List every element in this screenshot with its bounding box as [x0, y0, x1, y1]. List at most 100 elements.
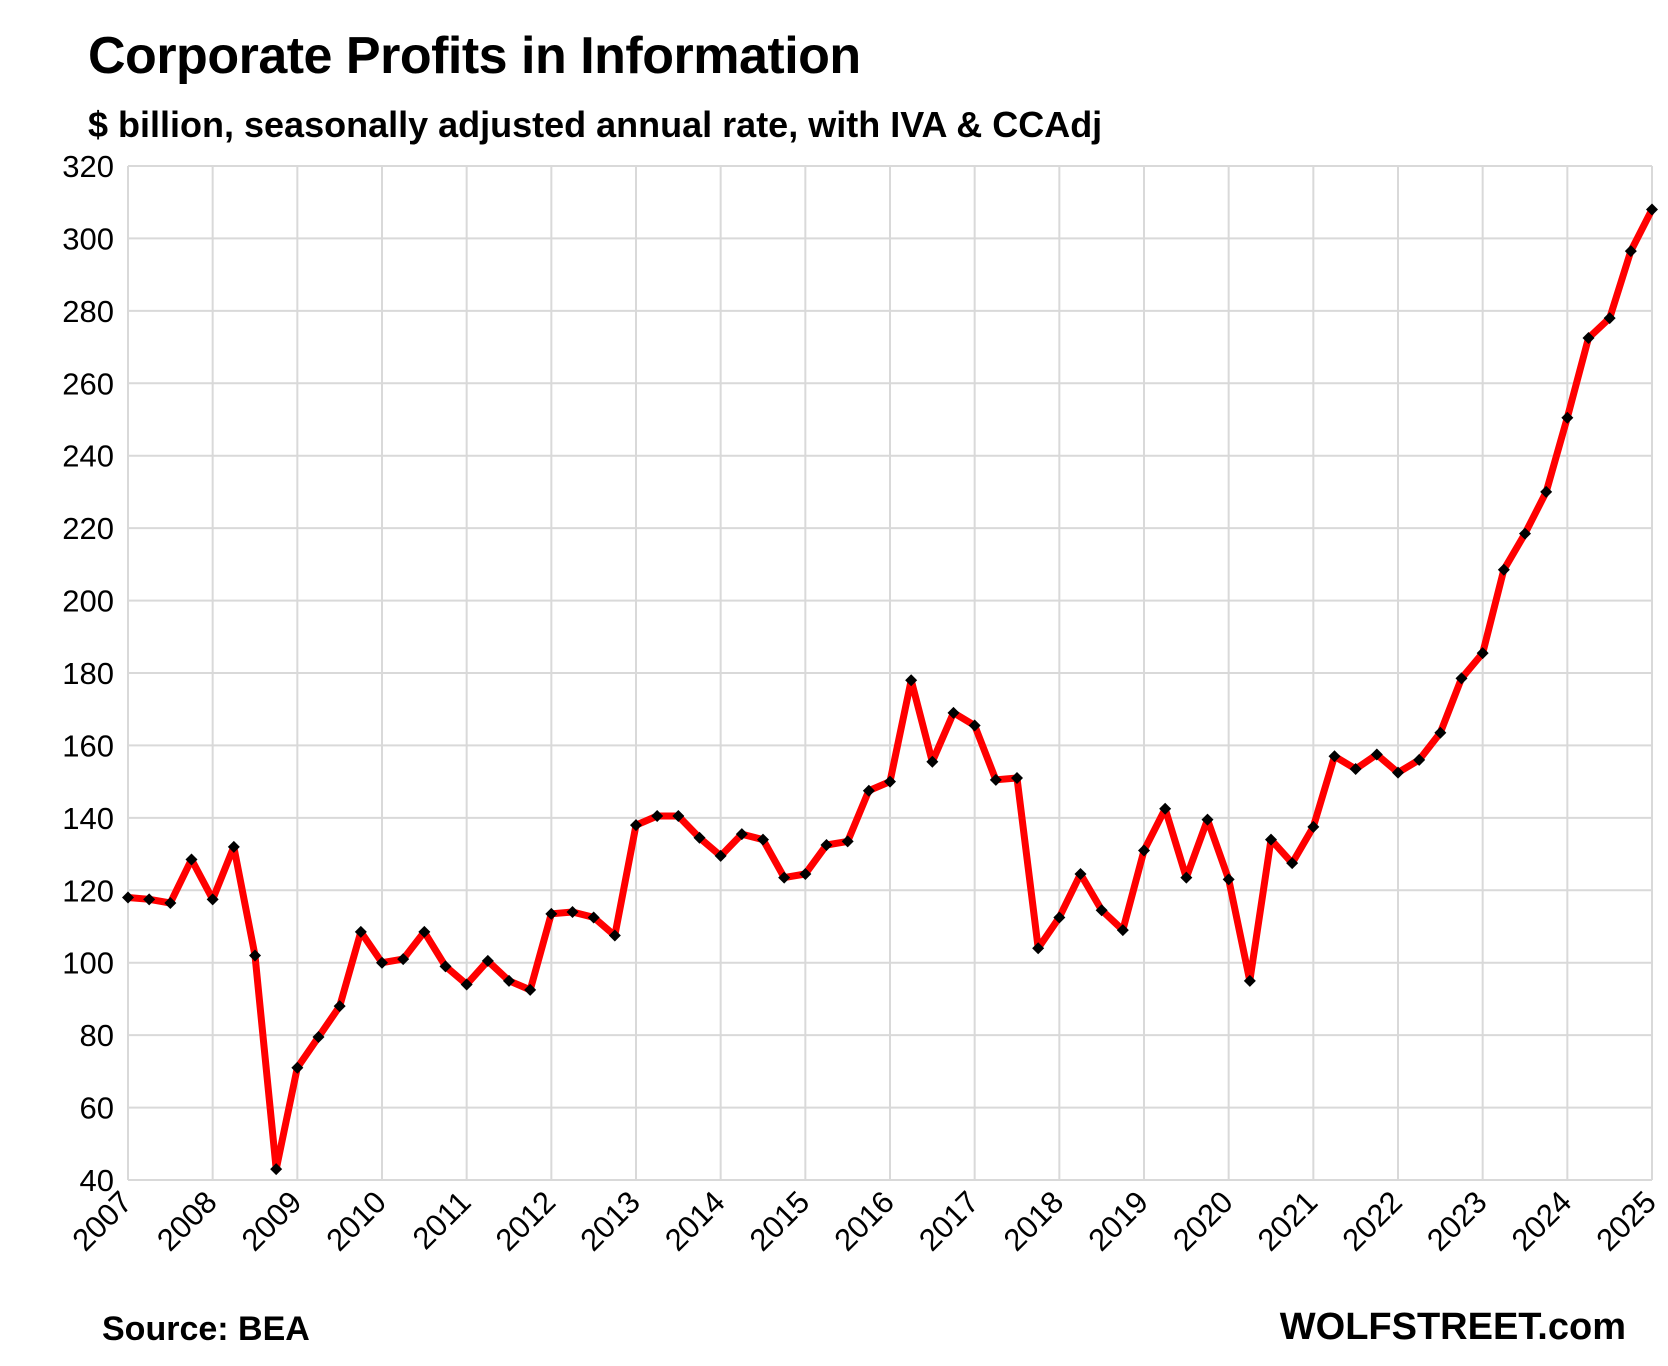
data-point [651, 810, 664, 823]
x-tick-label: 2007 [65, 1184, 139, 1258]
data-point [1011, 772, 1023, 785]
data-point [587, 911, 600, 924]
data-point [206, 893, 219, 906]
data-point [989, 773, 1002, 786]
y-tick-label: 200 [62, 584, 114, 619]
data-point [1392, 766, 1404, 779]
data-point [1413, 753, 1426, 766]
data-point [227, 840, 240, 853]
data-point [905, 674, 918, 687]
data-point [1328, 750, 1341, 763]
x-tick-label: 2017 [912, 1184, 986, 1258]
data-point [354, 925, 367, 938]
x-tick-label: 2019 [1081, 1184, 1155, 1258]
data-point [164, 896, 177, 909]
data-point [566, 906, 579, 919]
data-point [968, 719, 981, 732]
data-point [481, 954, 494, 967]
data-point [1624, 245, 1637, 258]
data-point [1243, 974, 1256, 987]
data-point [862, 784, 875, 797]
y-axis-ticks: 40 60 80 100 120 140 160 180 200 220 240 260 280 300 3… [62, 149, 114, 1198]
chart-title: Corporate Profits in Information [88, 27, 861, 85]
data-point [503, 974, 515, 987]
data-point [1053, 911, 1066, 924]
data-point [1646, 203, 1658, 216]
data-point [1074, 867, 1087, 880]
data-point [693, 831, 706, 844]
y-tick-label: 80 [80, 1018, 114, 1053]
data-point [439, 960, 452, 973]
data-point [1370, 748, 1383, 761]
data-point [1116, 924, 1129, 937]
data-point [1201, 813, 1214, 826]
data-point [143, 893, 156, 906]
data-point [1032, 942, 1045, 955]
data-point [672, 810, 685, 823]
data-point [1265, 833, 1277, 846]
x-tick-label: 2012 [489, 1184, 563, 1258]
data-point [1497, 563, 1510, 576]
grid-lines [127, 165, 1653, 1181]
data-point [1519, 527, 1531, 540]
y-tick-label: 300 [62, 221, 114, 256]
x-tick-label: 2015 [743, 1184, 817, 1258]
chart-subtitle: $ billion, seasonally adjusted annual ra… [88, 104, 1103, 145]
data-point [460, 978, 473, 991]
x-tick-label: 2011 [406, 1184, 478, 1256]
data-point [1138, 844, 1150, 857]
data-point [1540, 485, 1553, 498]
data-point [608, 929, 621, 942]
data-point [312, 1030, 325, 1043]
y-tick-label: 220 [62, 511, 114, 546]
data-point [397, 953, 410, 966]
data-point [1222, 873, 1235, 886]
x-tick-label: 2020 [1166, 1184, 1240, 1258]
data-point [249, 949, 261, 962]
data-point [778, 871, 791, 884]
data-point [926, 755, 939, 768]
data-point [630, 819, 642, 832]
data-point [122, 891, 134, 904]
y-tick-label: 100 [62, 946, 114, 981]
y-tick-label: 60 [80, 1091, 114, 1126]
x-tick-label: 2024 [1505, 1184, 1579, 1258]
x-tick-label: 2016 [827, 1184, 901, 1258]
data-point [418, 925, 431, 938]
data-point [820, 839, 833, 852]
y-tick-label: 180 [62, 656, 114, 691]
x-tick-label: 2022 [1335, 1184, 1409, 1258]
data-point [947, 706, 960, 719]
data-point [333, 1000, 346, 1013]
y-tick-label: 160 [62, 728, 114, 763]
data-point [1307, 820, 1320, 833]
data-point [735, 828, 748, 841]
series-markers [122, 203, 1658, 1176]
data-point [1180, 871, 1193, 884]
x-tick-label: 2010 [319, 1184, 393, 1258]
data-point [1455, 672, 1468, 685]
x-tick-label: 2008 [150, 1184, 224, 1258]
data-point [376, 956, 388, 969]
source-note: Source: BEA [102, 1310, 310, 1348]
y-tick-label: 140 [62, 801, 114, 836]
data-point [1434, 726, 1447, 739]
y-tick-label: 320 [62, 149, 114, 184]
data-point [1476, 647, 1489, 660]
data-point [545, 907, 558, 920]
x-tick-label: 2018 [997, 1184, 1071, 1258]
x-tick-label: 2013 [573, 1184, 647, 1258]
data-point [1159, 802, 1172, 815]
y-tick-label: 120 [62, 873, 114, 908]
data-point [185, 853, 198, 866]
data-point [1349, 762, 1362, 775]
data-point [1286, 857, 1299, 870]
data-point [270, 1163, 283, 1176]
data-point [1561, 411, 1574, 424]
data-point [884, 775, 896, 788]
data-point [799, 867, 812, 880]
x-tick-label: 2014 [658, 1184, 732, 1258]
y-tick-label: 240 [62, 439, 114, 474]
data-point [1582, 332, 1595, 345]
